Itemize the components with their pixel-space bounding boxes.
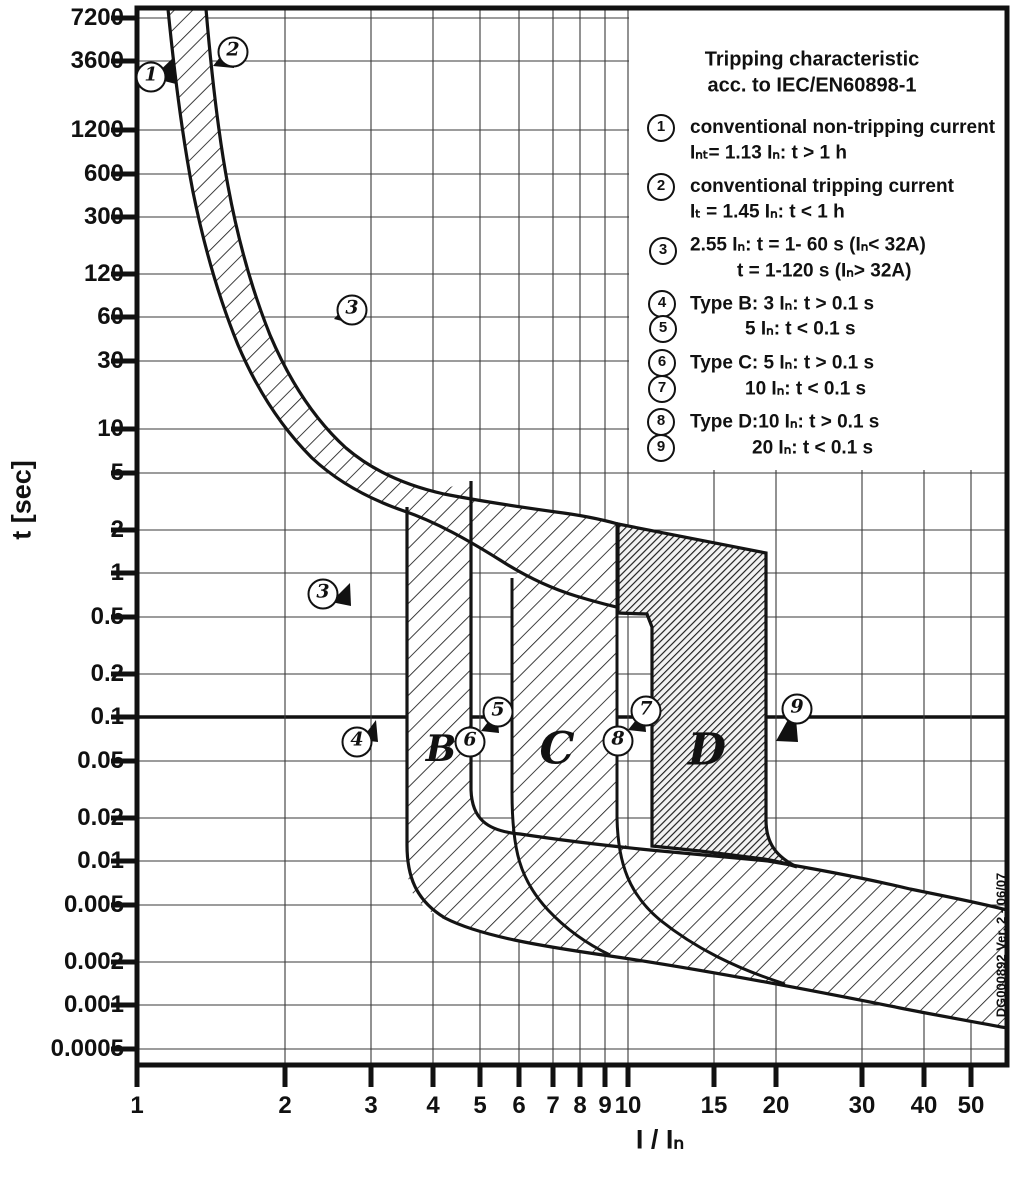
y-tick-label: 0.002 <box>63 948 124 975</box>
x-tick-label: 9 <box>598 1092 612 1119</box>
curve-number-badge: 9 <box>781 693 813 725</box>
legend-text-line: conventional tripping current <box>690 176 954 197</box>
legend-text-line: 2.55 Iₙ: t = 1- 60 s (Iₙ< 32A) <box>690 234 926 256</box>
curve-number-badge: 4 <box>341 726 373 758</box>
y-tick-label: 1200 <box>70 116 124 143</box>
y-tick-label: 0.5 <box>90 603 124 630</box>
curve-number-badge: 5 <box>482 696 514 728</box>
x-tick-label: 40 <box>910 1092 938 1119</box>
y-tick-label: 0.2 <box>90 660 124 687</box>
legend-text-line: 5 Iₙ: t < 0.1 s <box>745 318 856 340</box>
y-tick-label: 5 <box>110 459 124 486</box>
region-d <box>616 522 798 869</box>
x-tick-label: 8 <box>573 1092 587 1119</box>
x-tick-label: 1 <box>130 1092 144 1119</box>
y-tick-label: 600 <box>83 160 124 187</box>
legend-number-badge: 4 <box>648 290 676 318</box>
curve-c-upper-boundary <box>615 523 786 986</box>
x-tick-label: 50 <box>957 1092 985 1119</box>
y-tick-label: 0.1 <box>90 703 124 730</box>
axis-ticks <box>111 15 974 1087</box>
y-tick-label: 0.005 <box>63 891 124 918</box>
legend-number-badge: 1 <box>647 114 675 142</box>
region-label-B: B <box>425 728 457 770</box>
y-tick-label: 0.0005 <box>50 1035 124 1062</box>
y-axis-title: t [sec] <box>6 460 37 540</box>
legend-number-badge: 6 <box>648 349 676 377</box>
x-axis-title: I / Iₙ <box>635 1124 685 1155</box>
y-tick-label: 2 <box>110 516 124 543</box>
y-tick-label: 60 <box>97 303 124 330</box>
y-tick-label: 30 <box>97 347 124 374</box>
legend-title-line2: acc. to IEC/EN60898-1 <box>707 74 917 97</box>
y-tick-label: 0.05 <box>77 747 124 774</box>
curve-number-badge: 3 <box>307 578 339 610</box>
legend-number-badge: 3 <box>649 237 677 265</box>
legend-text-line: 20 Iₙ: t < 0.1 s <box>752 437 874 459</box>
y-tick-label: 1 <box>110 559 124 586</box>
region-bc-band-fill <box>407 479 1007 1028</box>
y-tick-label: 0.02 <box>77 804 124 831</box>
x-tick-label: 4 <box>426 1092 440 1119</box>
curve-number-badge: 8 <box>602 725 634 757</box>
legend-text-line: t = 1-120 s (Iₙ> 32A) <box>737 260 912 282</box>
curve-b-upper-boundary <box>469 481 1008 912</box>
x-tick-label: 15 <box>700 1092 728 1119</box>
region-label-C: C <box>539 723 575 775</box>
curve-number-badge: 1 <box>135 61 167 93</box>
legend-text-line: Type C: 5 Iₙ: t > 0.1 s <box>690 352 875 374</box>
plot-border <box>134 5 1010 1068</box>
x-tick-label: 2 <box>278 1092 292 1119</box>
y-tick-label: 120 <box>83 260 124 287</box>
region-label-D: D <box>687 724 727 776</box>
legend-text-line: Type D:10 Iₙ: t > 0.1 s <box>690 411 880 433</box>
curve-number-badge: 6 <box>454 726 486 758</box>
y-tick-label: 7200 <box>70 4 124 31</box>
y-tick-label: 10 <box>97 415 124 442</box>
legend-text-line: Type B: 3 Iₙ: t > 0.1 s <box>690 293 875 315</box>
legend-text-line: Iₜ = 1.45 Iₙ: t < 1 h <box>690 201 845 223</box>
x-tick-label: 10 <box>614 1092 642 1119</box>
legend-panel <box>629 10 1005 470</box>
legend-number-badge: 2 <box>647 173 675 201</box>
legend-number-badge: 8 <box>647 408 675 436</box>
y-tick-label: 0.01 <box>77 847 124 874</box>
x-tick-label: 7 <box>546 1092 560 1119</box>
curve-b-lower-boundary <box>405 507 1008 1030</box>
x-tick-label: 30 <box>848 1092 876 1119</box>
legend-text-line: Iₙₜ= 1.13 Iₙ: t > 1 h <box>690 142 847 164</box>
curve-number-badge: 2 <box>217 36 249 68</box>
legend-title-line1: Tripping characteristic <box>704 48 920 71</box>
legend-number-badge: 5 <box>649 315 677 343</box>
legend-number-badge: 9 <box>647 434 675 462</box>
curve-c-lower-boundary <box>510 578 611 957</box>
y-tick-label: 3600 <box>70 47 124 74</box>
x-tick-label: 6 <box>512 1092 526 1119</box>
y-tick-label: 300 <box>83 203 124 230</box>
x-tick-label: 3 <box>364 1092 378 1119</box>
legend-text-line: conventional non-tripping current <box>690 117 996 138</box>
y-tick-label: 0.001 <box>63 991 124 1018</box>
x-tick-label: 20 <box>762 1092 790 1119</box>
legend-text-line: 10 Iₙ: t < 0.1 s <box>745 378 867 400</box>
x-tick-label: 5 <box>473 1092 487 1119</box>
legend-number-badge: 7 <box>648 375 676 403</box>
document-reference: DG000892 Ver. 2 - 06/07 <box>993 872 1009 1018</box>
curve-number-badge: 7 <box>630 695 662 727</box>
curve-number-badge: 3 <box>336 294 368 326</box>
